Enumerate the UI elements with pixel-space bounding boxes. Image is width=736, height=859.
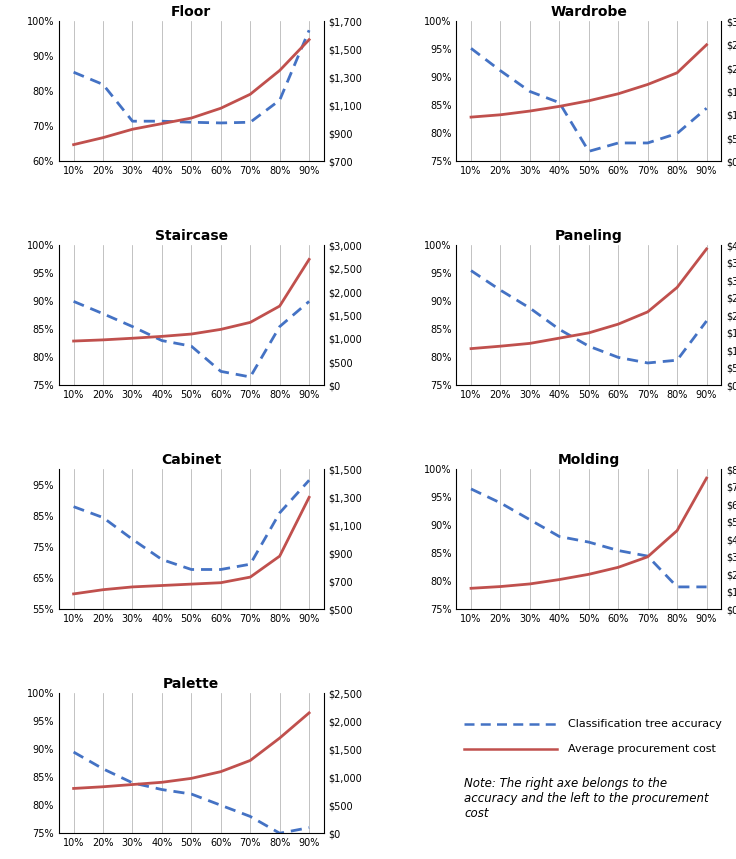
Title: Molding: Molding: [558, 453, 620, 466]
Title: Floor: Floor: [171, 5, 211, 19]
Title: Staircase: Staircase: [155, 228, 228, 243]
Title: Cabinet: Cabinet: [161, 453, 222, 466]
Text: Classification tree accuracy: Classification tree accuracy: [567, 719, 721, 729]
Title: Wardrobe: Wardrobe: [551, 5, 627, 19]
Title: Palette: Palette: [163, 677, 219, 691]
Text: Note: The right axe belongs to the
accuracy and the left to the procurement
cost: Note: The right axe belongs to the accur…: [464, 777, 709, 820]
Title: Paneling: Paneling: [555, 228, 623, 243]
Text: Average procurement cost: Average procurement cost: [567, 744, 715, 754]
